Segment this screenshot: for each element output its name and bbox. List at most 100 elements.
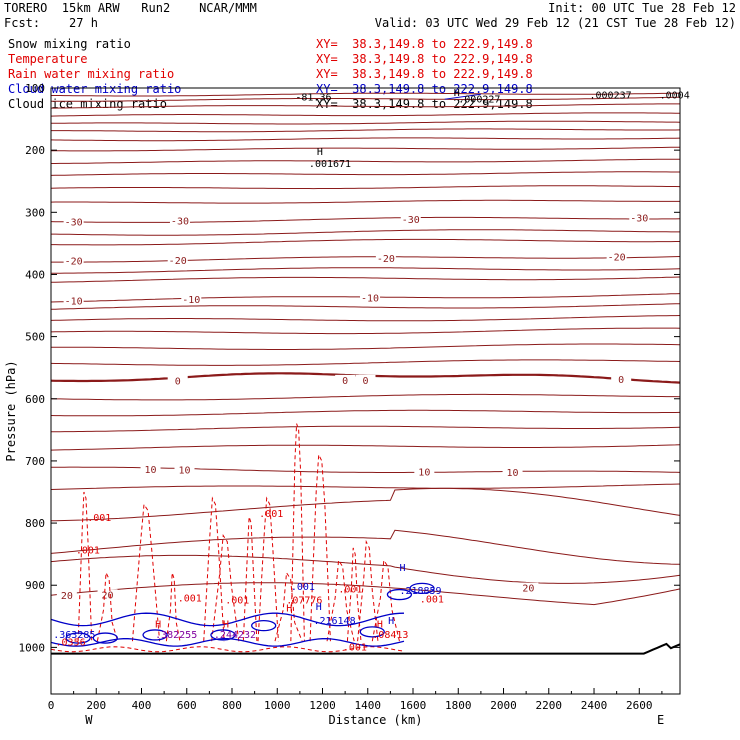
isotherm-label: 10 (178, 465, 190, 476)
x-tick-label: 2600 (626, 699, 653, 712)
rain-plume (165, 572, 181, 642)
y-tick-label: 400 (25, 268, 45, 281)
rain-plume (211, 534, 240, 642)
x-tick-label: 800 (222, 699, 242, 712)
y-tick-label: 700 (25, 455, 45, 468)
high-marker: H (399, 563, 405, 574)
rain-low-band (50, 646, 405, 653)
contour-label: .08413 (372, 630, 408, 641)
isotherm (50, 327, 681, 335)
isotherm (50, 554, 681, 584)
isotherm-label: -20 (608, 252, 626, 263)
isotherm (50, 483, 681, 490)
cloud-water-cell (92, 632, 118, 644)
upper-contour (51, 92, 681, 97)
upper-contour (50, 112, 680, 117)
field-xy-cloud-ice: XY= 38.3,149.8 to 222.9,149.8 (316, 97, 533, 111)
contour-label: -81.36 (295, 92, 331, 103)
field-name-snow: Snow mixing ratio (8, 37, 131, 51)
rain-plume (309, 452, 331, 642)
isotherm-20 (50, 582, 681, 606)
x-tick-label: 0 (48, 699, 55, 712)
isotherm-label-bg (97, 589, 118, 600)
cloud-water-cell (142, 629, 168, 641)
upper-contour (50, 199, 680, 204)
isotherm (50, 303, 681, 310)
isotherm-label-bg (167, 375, 188, 386)
rain-plume (326, 558, 355, 642)
contour-label: .001 (225, 595, 249, 606)
isotherm (50, 409, 681, 417)
isotherm-label-bg (174, 464, 195, 475)
x-tick-label: 1200 (309, 699, 336, 712)
isotherm-label: 10 (507, 468, 519, 479)
field-xy-cloud-water: XY= 38.3,149.8 to 222.9,149.8 (316, 82, 533, 96)
isotherm-label: -30 (65, 217, 83, 228)
y-tick-label: 300 (25, 206, 45, 219)
field-name-temperature: Temperature (8, 52, 88, 66)
contour-label: .244232 (214, 630, 256, 641)
x-tick-label: 1800 (445, 699, 472, 712)
contour-label: .001 (87, 513, 111, 524)
contour-label: .001 (178, 593, 202, 604)
x-tick-label: 400 (132, 699, 152, 712)
high-marker: H (317, 147, 323, 158)
isotherm (50, 444, 681, 451)
isotherm (50, 315, 681, 322)
y-tick-label: 100 (25, 82, 45, 95)
contour-label: .001 (291, 582, 315, 593)
isotherm-label-bg (167, 254, 188, 265)
rain-plume (131, 502, 161, 642)
east-label: E (657, 713, 664, 727)
isotherm--20 (51, 256, 681, 263)
field-xy-rain: XY= 38.3,149.8 to 222.9,149.8 (316, 67, 533, 81)
valid-time: Valid: 03 UTC Wed 29 Feb 12 (21 CST Tue … (374, 16, 736, 30)
y-tick-label: 200 (25, 144, 45, 157)
isotherm-label: 10 (418, 467, 430, 478)
isotherm-label-bg (63, 216, 84, 227)
isotherm-label: -10 (361, 293, 379, 304)
high-marker: H (388, 616, 394, 627)
contour-label: .07776 (286, 595, 322, 606)
x-tick-label: 1400 (355, 699, 382, 712)
cloud-ice-contour (444, 93, 481, 100)
rain-plume (96, 570, 119, 642)
isotherm-label: 0 (342, 376, 348, 387)
isotherm-label: -20 (65, 257, 83, 268)
high-marker: H (155, 619, 161, 630)
upper-contour (50, 137, 681, 142)
isotherm (51, 343, 681, 350)
field-name-rain: Rain water mixing ratio (8, 67, 175, 81)
y-axis-label: Pressure (hPa) (4, 360, 18, 461)
cloud-water-cell (251, 619, 277, 632)
contour-label: .001 (420, 595, 444, 606)
upper-contour (51, 120, 681, 125)
isotherm-label: -20 (169, 256, 187, 267)
isotherm-label: -10 (182, 295, 200, 306)
upper-contour (51, 158, 680, 164)
isotherm-label-bg (169, 215, 190, 226)
forecast-hour: Fcst: 27 h (4, 16, 98, 30)
rain-plume (371, 558, 400, 642)
contour-label: .218859 (399, 586, 441, 597)
contour-label: .001 (338, 585, 362, 596)
cloud-water-cell (386, 588, 413, 601)
cloud-water-cell (65, 632, 91, 644)
contour-label: .001671 (309, 159, 351, 170)
init-time: Init: 00 UTC Tue 28 Feb 12 (548, 1, 736, 15)
isotherm-label: 0 (175, 376, 181, 387)
field-name-cloud-water: Cloud water mixing ratio (8, 82, 182, 96)
x-tick-label: 2400 (581, 699, 608, 712)
x-tick-label: 2200 (536, 699, 563, 712)
high-marker: H (316, 602, 322, 613)
isotherm-label: 10 (145, 465, 157, 476)
y-tick-label: 600 (25, 393, 45, 406)
contour-label: .000227 (458, 94, 500, 105)
contour-label: .363285 (53, 630, 95, 641)
isotherm-label-bg (355, 374, 376, 385)
cloud-water-cell (359, 626, 385, 638)
contour-label: .001 (343, 642, 367, 653)
isotherm (51, 487, 681, 522)
isotherm--30 (50, 216, 681, 223)
